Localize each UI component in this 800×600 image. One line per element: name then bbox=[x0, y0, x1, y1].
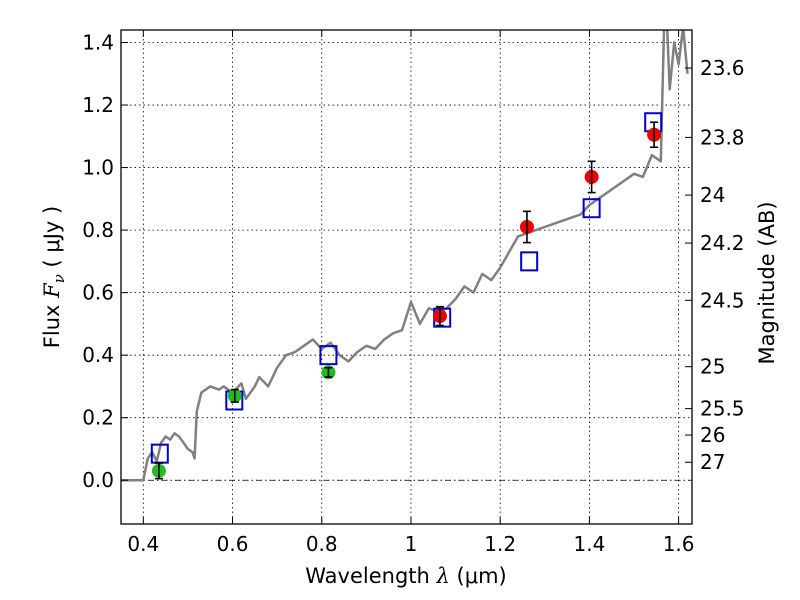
model-box-marker bbox=[319, 345, 338, 366]
y-axis-label-unit: ( μJy ) bbox=[40, 206, 64, 268]
y-axis-label-symbol: F bbox=[40, 282, 64, 299]
y-tick-label: 1.0 bbox=[82, 156, 114, 180]
magnitude-tick-label: 24.2 bbox=[700, 231, 745, 255]
y-tick-label: 0.6 bbox=[82, 281, 114, 305]
magnitude-tick-label: 26 bbox=[700, 423, 725, 447]
magnitude-axis-label: Magnitude (AB) bbox=[755, 201, 779, 364]
x-tick-label: 1.6 bbox=[663, 532, 695, 556]
magnitude-tick-label: 24.5 bbox=[700, 288, 745, 312]
x-tick-label: 1.4 bbox=[573, 532, 605, 556]
y-tick-label: 0.4 bbox=[82, 343, 114, 367]
grid bbox=[121, 30, 692, 524]
x-tick-label: 0.6 bbox=[217, 532, 249, 556]
plot-frame bbox=[120, 29, 693, 525]
y-tick-label: 1.2 bbox=[82, 93, 114, 117]
y-tick-label: 0.8 bbox=[82, 218, 114, 242]
magnitude-tick-label: 23.8 bbox=[700, 125, 745, 149]
magnitude-tick-label: 27 bbox=[700, 450, 725, 474]
y-axis-label-sub: ν bbox=[50, 274, 68, 283]
magnitude-tick-label: 24 bbox=[700, 183, 725, 207]
model-box-marker bbox=[520, 251, 539, 272]
spectrum-line bbox=[121, 30, 689, 482]
model-boxes bbox=[150, 112, 663, 464]
y-axis-ticks: 0.0 0.2 0.4 0.6 0.8 1.0 1.2 1.4 bbox=[82, 31, 128, 492]
x-axis-label-symbol: λ bbox=[436, 564, 450, 588]
magnitude-tick-label: 25 bbox=[700, 355, 725, 379]
magnitude-axis-ticks: 23.6 23.8 24 24.2 24.5 25 25.526 27 bbox=[685, 56, 745, 474]
magnitude-tick-label: 25.5 bbox=[700, 397, 745, 421]
x-tick-label: 0.4 bbox=[127, 532, 159, 556]
x-axis-ticks: 0.4 0.6 0.8 1 1.2 1.4 1.6 bbox=[127, 30, 695, 556]
observed-points bbox=[151, 121, 662, 480]
y-axis-label: Flux Fν ( μJy ) bbox=[40, 206, 68, 348]
y-tick-label: 0.2 bbox=[82, 406, 114, 430]
y-tick-label: 1.4 bbox=[82, 31, 114, 55]
x-axis-label-text: Wavelength bbox=[305, 564, 430, 588]
model-box-marker bbox=[582, 198, 601, 219]
x-axis-label-unit: (μm) bbox=[457, 564, 507, 588]
y-tick-label: 0.0 bbox=[82, 468, 114, 492]
x-tick-label: 1.2 bbox=[484, 532, 516, 556]
x-tick-label: 0.8 bbox=[306, 532, 338, 556]
magnitude-tick-label: 23.6 bbox=[700, 56, 745, 80]
x-tick-label: 1 bbox=[405, 532, 418, 556]
x-axis-label: Wavelength λ (μm) bbox=[305, 564, 506, 588]
y-axis-label-text: Flux bbox=[40, 305, 64, 349]
